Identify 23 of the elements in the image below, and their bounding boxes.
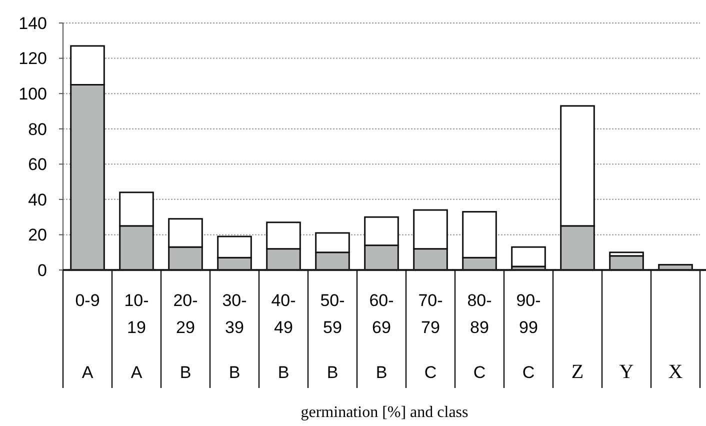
y-tick-label: 120 — [18, 49, 47, 68]
category-label: 20-29 B — [173, 291, 198, 382]
category-label: 0-9 A — [75, 291, 100, 382]
x-tick-label: X — [668, 361, 684, 383]
y-tick-label: 20 — [28, 226, 47, 245]
category-label: 80-89 C — [467, 291, 492, 382]
bar — [511, 246, 546, 268]
category-label: 40-49 B — [271, 291, 296, 382]
category-label: 50-59 B — [320, 291, 345, 382]
category-label: 30-39 B — [222, 291, 247, 382]
y-tick-label: 80 — [28, 120, 47, 139]
x-tick-label: Z — [571, 361, 584, 383]
x-tick-label: Y — [619, 361, 634, 383]
category-label: 60-69 B — [369, 291, 394, 382]
y-tick-label: 140 — [18, 14, 47, 33]
y-tick-label: 0 — [38, 260, 47, 280]
category-label: 10-19 A — [124, 291, 149, 382]
category-label: 90-99 C — [516, 291, 541, 382]
y-tick-label: 40 — [28, 190, 47, 210]
category-label: 70-79 C — [418, 291, 443, 382]
y-tick-label: 60 — [28, 155, 47, 174]
x-axis-title: germination [%] and class — [300, 404, 468, 421]
y-tick-label: 100 — [18, 84, 47, 104]
